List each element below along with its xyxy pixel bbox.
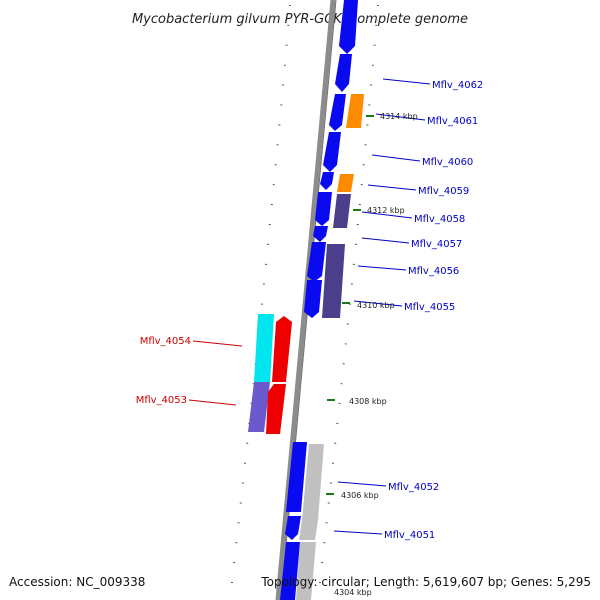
scale-labels: 4314 kbp 4312 kbp 4310 kbp 4308 kbp 4306… xyxy=(334,112,418,597)
gene-mflv-4058 xyxy=(333,194,351,228)
gene-block xyxy=(299,520,318,540)
outer-tick-dots xyxy=(229,4,291,600)
gene-labels: Mflv_4062 Mflv_4061 Mflv_4060 Mflv_4059 … xyxy=(136,80,484,541)
kbp-label-4308: 4308 kbp xyxy=(349,397,387,406)
minus-strand-genes xyxy=(248,314,292,434)
kbp-label-4304: 4304 kbp xyxy=(334,588,372,597)
kbp-label-4306: 4306 kbp xyxy=(341,491,379,500)
gene-block xyxy=(315,192,332,226)
gene-block xyxy=(266,384,286,434)
gene-block xyxy=(320,172,334,190)
map-title: Mycobacterium gilvum PYR-GCK, complete g… xyxy=(132,12,468,27)
kbp-label-4310: 4310 kbp xyxy=(357,301,395,310)
label-mflv-4062: Mflv_4062 xyxy=(432,80,483,91)
label-mflv-4054: Mflv_4054 xyxy=(140,336,191,347)
label-mflv-4056: Mflv_4056 xyxy=(408,266,459,277)
gene-mflv-4054 xyxy=(254,314,274,382)
gene-mflv-4051 xyxy=(280,542,300,600)
gene-mflv-4057 xyxy=(313,226,328,242)
kbp-label-4314: 4314 kbp xyxy=(380,112,418,121)
plus-strand-genes xyxy=(280,0,364,600)
topology-text: Topology: circular; Length: 5,619,607 bp… xyxy=(260,575,591,589)
gene-block xyxy=(339,0,358,54)
gene-block xyxy=(296,542,316,600)
gene-block xyxy=(272,316,292,382)
label-mflv-4051: Mflv_4051 xyxy=(384,530,435,541)
gene-mflv-4060 xyxy=(323,132,341,172)
gene-block xyxy=(329,94,346,131)
label-mflv-4061: Mflv_4061 xyxy=(427,116,478,127)
label-mflv-4053: Mflv_4053 xyxy=(136,395,187,406)
gene-mflv-4062 xyxy=(335,54,352,92)
kbp-label-4312: 4312 kbp xyxy=(367,206,405,215)
label-leader-lines xyxy=(188,78,431,535)
label-mflv-4059: Mflv_4059 xyxy=(418,186,469,197)
gene-mflv-4056 xyxy=(322,244,345,318)
label-mflv-4060: Mflv_4060 xyxy=(422,157,473,168)
gene-mflv-4055 xyxy=(304,280,322,318)
gene-mflv-4059 xyxy=(337,174,354,192)
gene-mflv-4053 xyxy=(248,382,270,432)
label-mflv-4052: Mflv_4052 xyxy=(388,482,439,493)
accession-text: Accession: NC_009338 xyxy=(9,575,145,589)
gene-block xyxy=(285,516,301,540)
gene-mflv-4052 xyxy=(286,442,307,512)
label-mflv-4055: Mflv_4055 xyxy=(404,302,455,313)
scale-ticks xyxy=(326,115,374,495)
gene-block xyxy=(307,242,326,282)
gene-block xyxy=(302,444,324,520)
gene-mflv-4061 xyxy=(346,94,364,128)
label-mflv-4058: Mflv_4058 xyxy=(414,214,465,225)
label-mflv-4057: Mflv_4057 xyxy=(411,239,462,250)
